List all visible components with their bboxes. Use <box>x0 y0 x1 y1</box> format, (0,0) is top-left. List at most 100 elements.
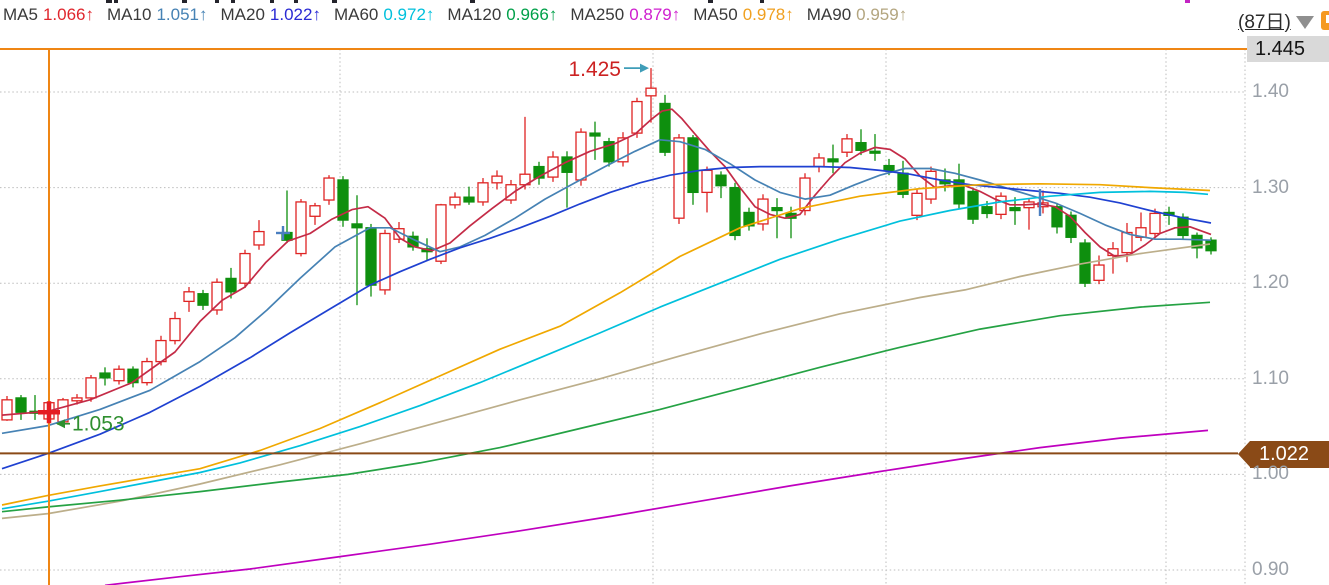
candle-up <box>505 184 517 201</box>
candle-up <box>1149 212 1161 235</box>
max-price-badge: 1.445 <box>1247 36 1329 62</box>
candle-up <box>813 157 825 168</box>
candle-up <box>379 232 391 291</box>
y-axis-label: 1.00 <box>1252 463 1289 485</box>
candle-down <box>771 207 783 212</box>
legend-label: MA120 <box>447 5 502 24</box>
clipped-title-fragment <box>760 0 764 3</box>
candle-down <box>197 293 209 306</box>
legend-value: 0.959↑ <box>856 5 908 24</box>
period-selector[interactable]: (87日) <box>1238 7 1314 34</box>
clipped-title-fragment <box>470 0 475 3</box>
clipped-title-fragment <box>332 0 337 3</box>
y-axis-label: 1.10 <box>1252 367 1289 389</box>
clipped-title-fragment <box>106 0 112 3</box>
legend-item-ma90: MA90 0.959↑ <box>807 3 907 27</box>
ma-line-ma120 <box>1 301 1211 513</box>
legend-value: 1.022↑ <box>269 5 321 24</box>
ma-line-ma90 <box>1 243 1211 520</box>
ma-legend: MA5 1.066↑ MA10 1.051↑ MA20 1.022↑ MA60 0.972↑ M… <box>3 3 907 27</box>
legend-value: 1.066↑ <box>42 5 95 24</box>
alert-icon[interactable] <box>1321 11 1329 30</box>
candle-up <box>113 368 125 382</box>
clipped-title-fragment <box>114 0 118 3</box>
candle-up <box>645 87 657 97</box>
candle-up <box>239 252 251 284</box>
candle-up <box>449 196 461 206</box>
legend-label: MA50 <box>693 5 738 24</box>
legend-item-ma5: MA5 1.066↑ <box>3 3 94 27</box>
candle-up <box>701 169 713 194</box>
candle-down <box>743 211 755 227</box>
legend-label: MA20 <box>220 5 265 24</box>
candle-up <box>85 377 97 399</box>
high-annotation: 1.425 <box>568 58 621 81</box>
candle-down <box>1065 214 1077 238</box>
candle-up <box>71 397 83 402</box>
y-axis-label: 0.90 <box>1252 559 1289 580</box>
legend-label: MA5 <box>3 5 38 24</box>
candle-up <box>295 201 307 255</box>
candle-down <box>365 227 377 286</box>
candle-down <box>855 142 867 151</box>
candle-down <box>953 179 965 205</box>
candle-up <box>309 205 321 217</box>
candle-up <box>323 177 335 201</box>
candle-down <box>1051 206 1063 228</box>
clipped-title-fragment <box>1185 0 1190 3</box>
candle-down <box>1009 207 1021 212</box>
candle-up <box>435 204 447 262</box>
candle-down <box>15 397 27 413</box>
legend-label: MA10 <box>107 5 152 24</box>
candle-up <box>169 317 181 342</box>
candle-down <box>827 158 839 163</box>
legend-item-ma20: MA20 1.022↑ <box>220 3 320 27</box>
candle-up <box>1121 231 1133 254</box>
candle-down <box>99 372 111 379</box>
candle-down <box>533 165 545 179</box>
y-axis-label: 1.20 <box>1252 272 1289 294</box>
candle-up <box>211 281 223 311</box>
ma-line-ma5 <box>1 108 1212 416</box>
chevron-down-icon[interactable] <box>1295 15 1314 29</box>
candle-down <box>883 164 895 172</box>
ma-line-ma10 <box>1 138 1212 435</box>
candle-up <box>799 177 811 212</box>
candle-down <box>225 277 237 293</box>
legend-label: MA90 <box>806 5 852 24</box>
ma-line-ma60 <box>1 190 1209 510</box>
legend-item-ma250: MA250 0.879↑ <box>570 3 680 27</box>
clipped-title-fragment <box>182 0 187 3</box>
low-arrow-icon <box>56 419 65 429</box>
period-label[interactable]: (87日) <box>1238 12 1291 33</box>
candle-up <box>253 230 265 246</box>
legend-value: 1.051↑ <box>156 5 208 24</box>
clipped-title-fragment <box>215 0 219 3</box>
legend-item-ma50: MA50 0.978↑ <box>693 3 793 27</box>
high-arrow-icon <box>640 63 649 73</box>
clipped-title-fragment <box>270 0 274 3</box>
ma-line-ma250 <box>104 429 1209 585</box>
legend-value: 0.978↑ <box>742 5 794 24</box>
candle-down <box>463 196 475 203</box>
candle-up <box>673 137 685 219</box>
candle-up <box>491 175 503 184</box>
candle-down <box>603 141 615 163</box>
candle-down <box>715 174 727 187</box>
legend-item-ma120: MA120 0.966↑ <box>447 3 557 27</box>
candle-up <box>841 138 853 153</box>
candle-down <box>1191 234 1203 249</box>
candle-up <box>617 137 629 163</box>
legend-item-ma60: MA60 0.972↑ <box>334 3 434 27</box>
legend-label: MA250 <box>570 5 625 24</box>
legend-value: 0.879↑ <box>629 5 681 24</box>
legend-value: 0.966↑ <box>506 5 558 24</box>
legend-label: MA60 <box>333 5 379 24</box>
candle-up <box>477 182 489 203</box>
low-annotation: 1.053 <box>72 413 125 436</box>
candle-down <box>1205 239 1217 252</box>
candle-down <box>729 186 741 237</box>
ma-line-ma50 <box>1 182 1211 506</box>
candle-down <box>687 137 699 194</box>
